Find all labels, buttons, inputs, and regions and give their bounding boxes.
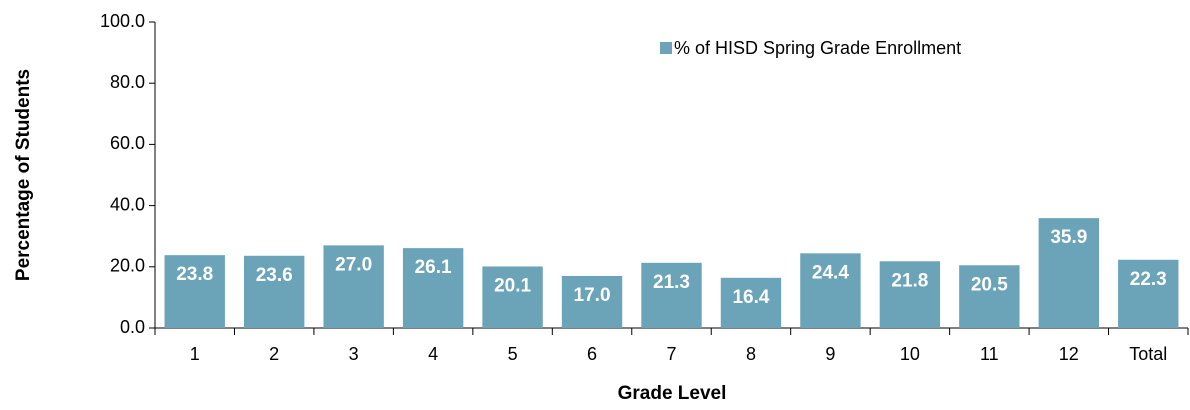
data-label: 27.0	[335, 254, 372, 275]
y-tick-label: 100.0	[100, 11, 145, 31]
bar	[164, 255, 225, 328]
legend-label: % of HISD Spring Grade Enrollment	[674, 38, 961, 58]
bar	[641, 262, 702, 328]
legend-swatch	[660, 42, 672, 54]
y-tick-label: 80.0	[110, 72, 145, 92]
y-tick-label: 20.0	[110, 256, 145, 276]
x-tick-label: 12	[1059, 344, 1079, 364]
bar	[243, 255, 305, 328]
data-label: 21.3	[653, 272, 690, 293]
bar	[720, 277, 782, 328]
bar	[879, 261, 941, 328]
y-tick-label: 0.0	[120, 317, 145, 337]
x-tick-label: 9	[825, 344, 835, 364]
data-label: 23.6	[256, 265, 293, 286]
x-tick-label: 2	[269, 344, 279, 364]
x-tick-label: 8	[746, 344, 756, 364]
data-label: 16.4	[732, 287, 769, 308]
bar	[1038, 218, 1100, 328]
x-tick-label: 3	[349, 344, 359, 364]
x-tick-label: 5	[508, 344, 518, 364]
data-label: 24.4	[812, 262, 849, 283]
x-tick-label: 7	[666, 344, 676, 364]
bar	[482, 266, 543, 328]
x-tick-label: 11	[980, 344, 999, 364]
bar	[561, 275, 623, 328]
y-tick-label: 40.0	[110, 194, 145, 214]
bar	[959, 265, 1020, 328]
data-label: 22.3	[1130, 269, 1167, 290]
y-axis-title: Percentage of Students	[13, 69, 34, 281]
bar	[402, 248, 464, 328]
data-label: 35.9	[1050, 227, 1087, 248]
bar	[1118, 259, 1179, 328]
x-tick-label: Total	[1129, 344, 1167, 364]
data-label: 20.5	[971, 274, 1008, 295]
bar	[323, 245, 384, 328]
x-axis-title: Grade Level	[618, 383, 727, 404]
x-tick-label: 6	[587, 344, 597, 364]
data-label: 23.8	[176, 264, 213, 285]
data-label: 21.8	[891, 270, 928, 291]
y-tick-label: 60.0	[110, 133, 145, 153]
bar	[800, 253, 861, 328]
data-label: 26.1	[415, 257, 452, 278]
x-tick-label: 1	[190, 344, 200, 364]
x-tick-label: 10	[900, 344, 920, 364]
data-label: 17.0	[574, 285, 611, 306]
x-tick-label: 4	[428, 344, 438, 364]
data-label: 20.1	[494, 276, 531, 297]
